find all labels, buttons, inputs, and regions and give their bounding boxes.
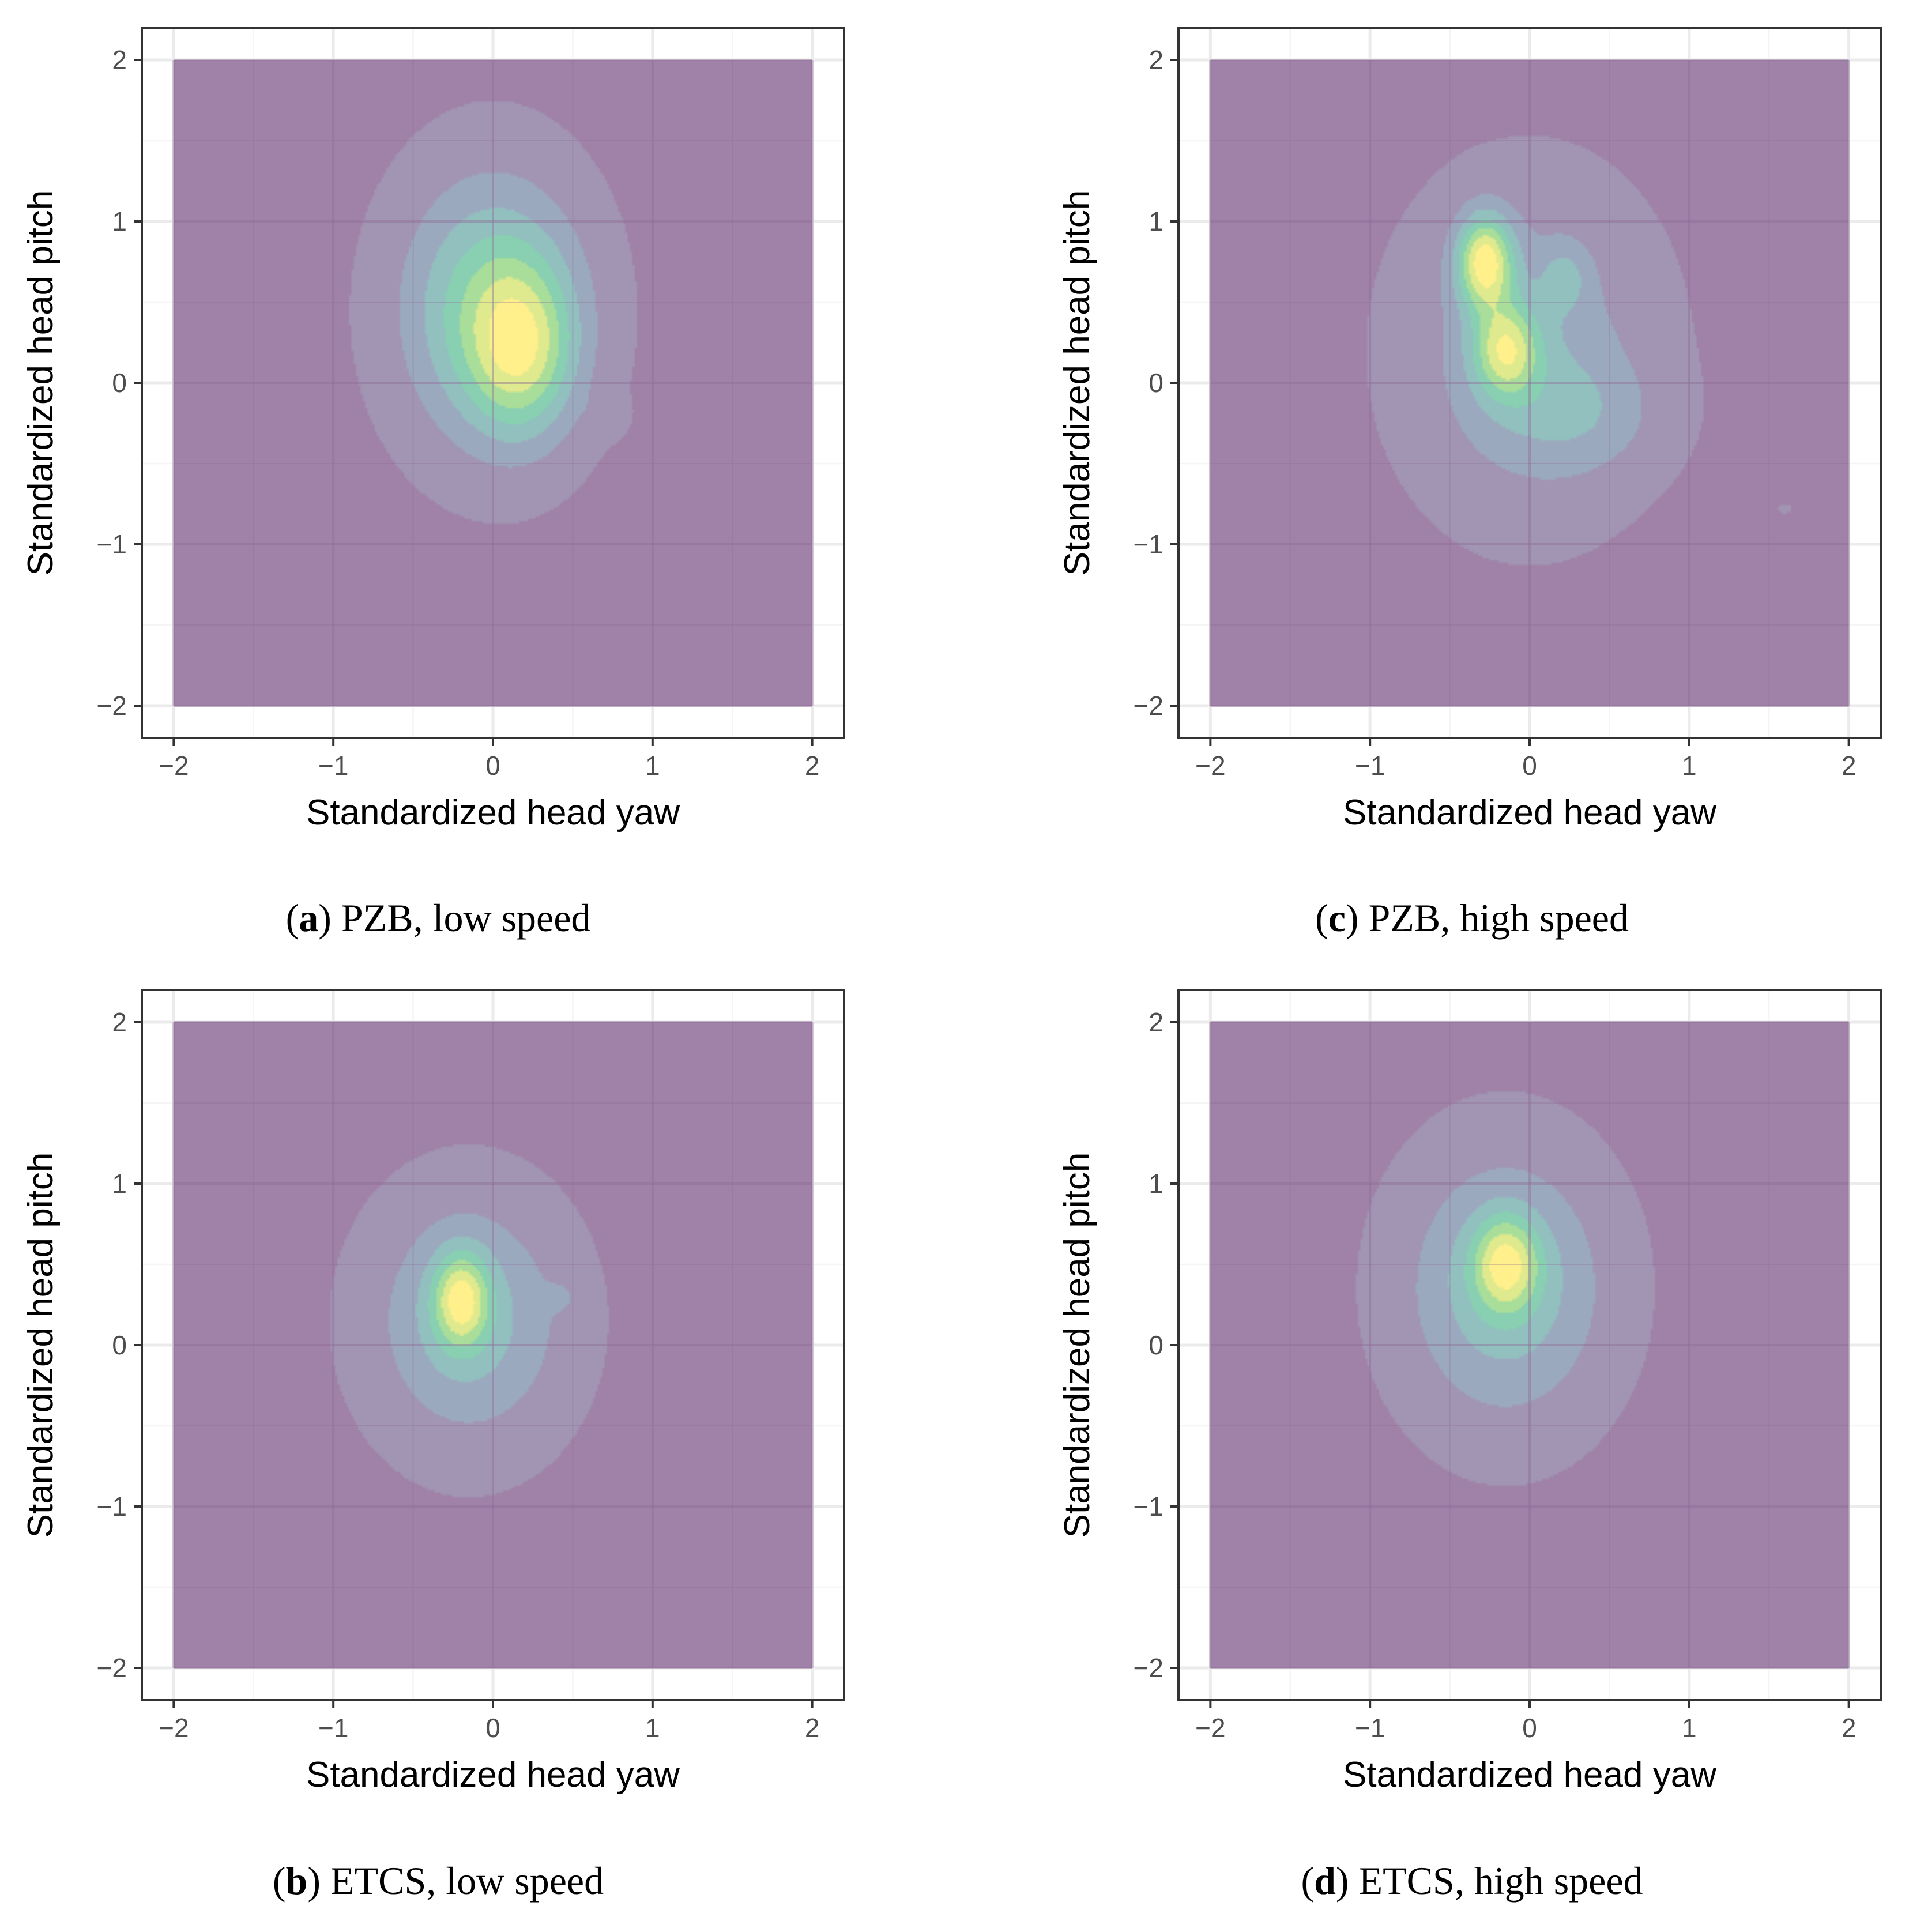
x-tick-label: −1: [318, 751, 348, 781]
x-axis-title: Standardized head yaw: [1343, 793, 1716, 833]
panel-a: −2 −1 0 1 2 −2 −1 0 1 2 Standardized head yaw Stand…: [21, 27, 845, 940]
x-tick-label: −2: [1195, 1713, 1225, 1743]
y-tick-label: −2: [97, 1653, 127, 1683]
x-tick-label: −2: [159, 1713, 189, 1743]
y-tick-label: 1: [112, 1169, 127, 1199]
y-axis-title: Standardized head pitch: [21, 1153, 61, 1538]
subfigure-caption: (a) PZB, low speed: [286, 896, 591, 940]
caption-paren-open: (: [1315, 896, 1328, 940]
x-tick-label: 0: [485, 751, 500, 781]
y-tick-label: 0: [112, 368, 127, 398]
y-tick-label: 0: [1149, 1330, 1164, 1360]
caption-text: ) ETCS, low speed: [307, 1859, 604, 1903]
x-tick-label: 1: [1682, 1713, 1697, 1743]
y-tick-label: −2: [1134, 1653, 1164, 1683]
subfigure-caption: (b) ETCS, low speed: [273, 1859, 604, 1903]
y-tick-label: 1: [112, 206, 127, 236]
y-tick-label: −1: [97, 1492, 127, 1522]
density-surface: [174, 1022, 812, 1668]
y-tick-label: −1: [97, 529, 127, 559]
y-tick-label: 0: [112, 1330, 127, 1360]
caption-letter: c: [1328, 896, 1346, 940]
panel-b: −2 −1 0 1 2 −2 −1 0 1 2 Standardized head yaw Stand…: [21, 989, 845, 1903]
x-axis-title: Standardized head yaw: [306, 1755, 680, 1795]
density-surface: [174, 60, 812, 706]
caption-letter: b: [286, 1859, 308, 1903]
x-tick-label: 0: [1522, 1713, 1537, 1743]
x-tick-label: 2: [805, 1713, 820, 1743]
caption-paren-open: (: [286, 896, 299, 940]
x-tick-label: −2: [159, 751, 189, 781]
x-tick-label: 0: [1522, 751, 1537, 781]
caption-text: ) ETCS, high speed: [1336, 1859, 1643, 1903]
caption-paren-open: (: [273, 1859, 286, 1903]
y-tick-label: 2: [1149, 45, 1164, 75]
x-tick-label: 1: [645, 751, 660, 781]
y-axis-title: Standardized head pitch: [1057, 190, 1097, 576]
caption-letter: d: [1314, 1859, 1336, 1903]
y-tick-label: 2: [1149, 1007, 1164, 1037]
density-surface: [1210, 1022, 1849, 1668]
y-tick-label: −1: [1134, 1492, 1164, 1522]
caption-text: ) PZB, low speed: [318, 896, 590, 940]
y-tick-label: −2: [97, 691, 127, 721]
x-tick-label: −2: [1195, 751, 1225, 781]
y-tick-label: −1: [1134, 529, 1164, 559]
subfigure-caption: (d) ETCS, high speed: [1301, 1859, 1643, 1903]
y-tick-label: 2: [112, 1007, 127, 1037]
y-tick-label: 0: [1149, 368, 1164, 398]
panel-c: −2 −1 0 1 2 −2 −1 0 1 2 Standardized head yaw Stand…: [1057, 27, 1882, 940]
x-tick-label: 0: [485, 1713, 500, 1743]
x-tick-label: −1: [1355, 751, 1385, 781]
panel-d: −2 −1 0 1 2 −2 −1 0 1 2 Standardized head yaw Stand…: [1057, 989, 1882, 1903]
x-axis-title: Standardized head yaw: [1343, 1755, 1716, 1795]
caption-letter: a: [299, 896, 318, 940]
x-tick-label: 2: [1842, 751, 1857, 781]
subfigure-caption: (c) PZB, high speed: [1315, 896, 1629, 940]
caption-paren-open: (: [1301, 1859, 1314, 1903]
x-tick-label: 1: [645, 1713, 660, 1743]
x-tick-label: 2: [805, 751, 820, 781]
y-tick-label: 1: [1149, 206, 1164, 236]
x-tick-label: −1: [1355, 1713, 1385, 1743]
x-tick-label: 1: [1682, 751, 1697, 781]
y-axis-title: Standardized head pitch: [21, 190, 61, 576]
y-tick-label: 1: [1149, 1169, 1164, 1199]
x-tick-label: −1: [318, 1713, 348, 1743]
y-tick-label: −2: [1134, 691, 1164, 721]
y-tick-label: 2: [112, 45, 127, 75]
x-tick-label: 2: [1842, 1713, 1857, 1743]
y-axis-title: Standardized head pitch: [1057, 1153, 1097, 1538]
density-surface: [1210, 60, 1849, 706]
caption-text: ) PZB, high speed: [1346, 896, 1629, 940]
x-axis-title: Standardized head yaw: [306, 793, 680, 833]
